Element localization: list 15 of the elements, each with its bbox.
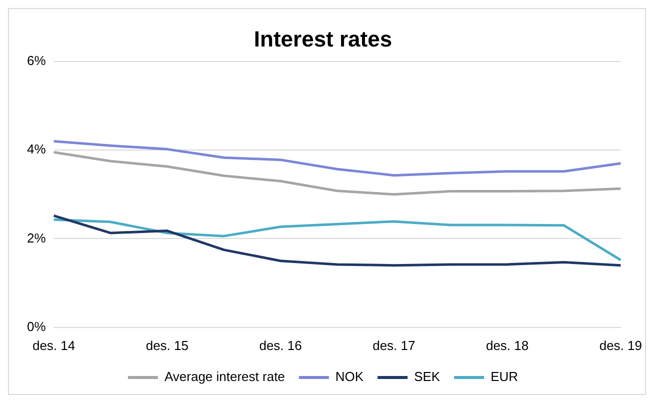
x-tick-label: des. 19 <box>599 338 642 353</box>
y-tick-label: 2% <box>26 230 46 246</box>
chart-title: Interest rates <box>254 26 392 52</box>
x-tick-label: des. 14 <box>32 338 76 353</box>
y-tick-label: 0% <box>26 318 46 334</box>
x-tick-label: des. 17 <box>372 338 416 353</box>
legend-label: SEK <box>414 369 440 384</box>
x-tick-label: des. 15 <box>146 338 188 353</box>
legend-label: Average interest rate <box>164 369 285 384</box>
y-tick-label: 4% <box>26 142 46 157</box>
x-tick-label: des. 18 <box>486 338 529 353</box>
y-tick-label: 6% <box>26 52 46 68</box>
x-tick-label: des. 16 <box>259 338 302 353</box>
legend-label: EUR <box>490 369 518 384</box>
legend-label: NOK <box>335 369 364 384</box>
